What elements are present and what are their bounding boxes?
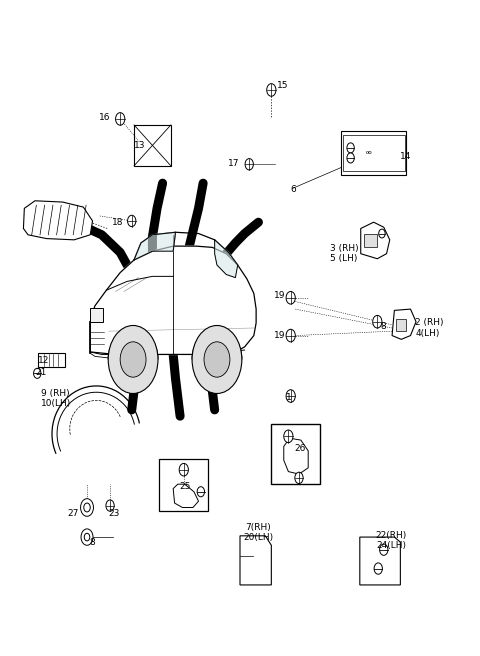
Polygon shape [361,222,390,258]
Text: 9 (RH)
10(LH): 9 (RH) 10(LH) [40,389,71,408]
Circle shape [81,499,94,516]
Circle shape [128,215,136,226]
Circle shape [84,503,90,512]
Circle shape [267,84,276,96]
Polygon shape [90,246,256,354]
Circle shape [179,463,188,476]
Bar [159,459,208,510]
Text: 15: 15 [277,81,288,90]
Text: 19: 19 [274,291,285,300]
Text: oo: oo [366,150,372,155]
Text: 23: 23 [108,509,120,518]
Circle shape [347,143,354,153]
Polygon shape [24,201,93,240]
Circle shape [347,153,354,163]
Text: 8: 8 [381,322,386,331]
Text: 3 (RH)
5 (LH): 3 (RH) 5 (LH) [330,244,359,263]
Circle shape [286,291,295,304]
Bar [134,125,171,166]
Bar [38,353,65,367]
Text: 7(RH)
20(LH): 7(RH) 20(LH) [243,523,274,543]
Circle shape [192,325,242,394]
Circle shape [34,368,41,379]
Bar [343,134,405,171]
Polygon shape [360,537,400,585]
Circle shape [286,390,295,402]
Text: 19: 19 [274,331,285,340]
Polygon shape [173,484,199,508]
Bar [396,319,406,331]
Text: 8: 8 [89,538,95,546]
Circle shape [374,563,383,574]
Circle shape [120,342,146,377]
Text: 12: 12 [38,356,49,365]
Circle shape [380,544,388,556]
Text: 2 (RH)
4(LH): 2 (RH) 4(LH) [415,318,444,338]
Text: 1: 1 [286,393,292,401]
Text: 21: 21 [35,367,46,377]
Polygon shape [284,438,308,474]
Bar [90,308,103,321]
Text: 27: 27 [67,509,79,518]
Circle shape [204,342,230,377]
Bar [364,234,377,247]
Circle shape [295,472,303,483]
Text: 26: 26 [294,444,306,453]
Circle shape [284,430,293,443]
Circle shape [108,325,158,394]
Circle shape [245,159,253,170]
Polygon shape [134,232,176,260]
Text: 13: 13 [134,141,145,150]
Circle shape [106,500,114,511]
Circle shape [81,529,93,545]
Circle shape [84,533,90,541]
Bar [341,131,406,175]
Circle shape [197,487,204,497]
Circle shape [379,229,385,238]
Polygon shape [215,240,238,277]
Text: 6: 6 [291,185,297,194]
Text: 16: 16 [98,113,110,121]
Text: 17: 17 [228,159,239,167]
Text: 22(RH)
24(LH): 22(RH) 24(LH) [375,531,407,550]
Polygon shape [392,309,416,339]
Text: 25: 25 [179,482,191,491]
Bar [271,424,320,484]
Text: 18: 18 [112,218,124,227]
Polygon shape [240,536,271,585]
Circle shape [286,329,295,342]
Circle shape [372,316,382,328]
Text: 14: 14 [400,152,412,161]
Circle shape [116,113,125,125]
